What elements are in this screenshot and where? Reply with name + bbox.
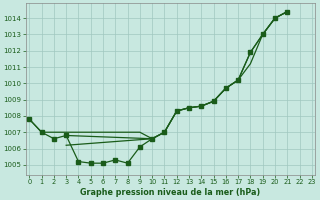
X-axis label: Graphe pression niveau de la mer (hPa): Graphe pression niveau de la mer (hPa)	[80, 188, 261, 197]
